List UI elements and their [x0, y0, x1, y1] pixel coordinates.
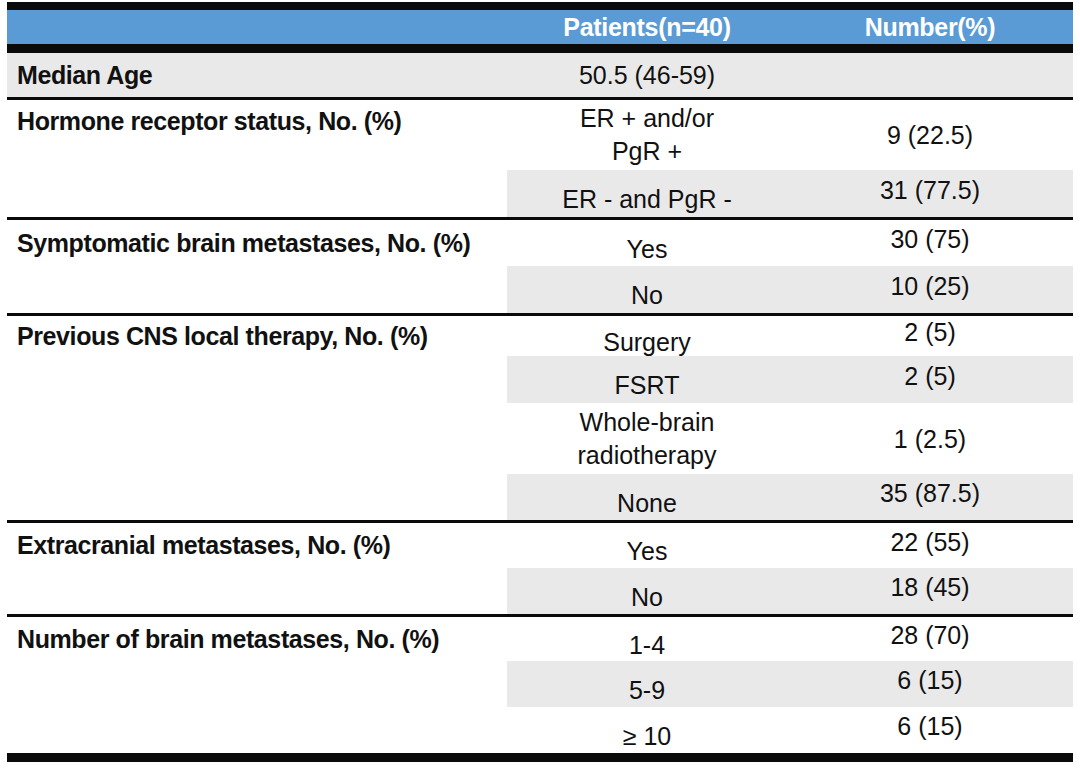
table-row: Number of brain metastases, No. (%) 1-4 …: [7, 617, 1073, 661]
row-group-label: Median Age: [7, 53, 507, 97]
table-row: Median Age 50.5 (46-59): [7, 53, 1073, 97]
number-cell: [787, 53, 1073, 97]
section-hormone-receptor-status: Hormone receptor status, No. (%) ER + an…: [7, 97, 1073, 217]
section-previous-cns-local-therapy: Previous CNS local therapy, No. (%) Surg…: [7, 313, 1073, 520]
header-patients-label: Patients(n=40): [563, 11, 730, 44]
patient-characteristics-table: Patients(n=40) Number(%) Median Age 50.5…: [7, 2, 1073, 762]
patients-cell: Whole-brain radiotherapy: [507, 403, 787, 474]
number-cell: 2 (5): [787, 356, 1073, 403]
table-header-row: Patients(n=40) Number(%): [7, 10, 1073, 50]
patients-cell: 5-9: [507, 661, 787, 707]
table-row: ER - and PgR - 31 (77.5): [7, 170, 1073, 217]
table-row: ≥ 10 6 (15): [7, 707, 1073, 753]
header-number-label: Number(%): [865, 12, 996, 42]
patients-cell: Yes: [507, 220, 787, 266]
patients-cell: ER + and/or PgR +: [507, 100, 787, 170]
number-cell: 22 (55): [787, 523, 1073, 568]
spacer-cell: [7, 707, 507, 753]
patients-cell: 50.5 (46-59): [507, 53, 787, 97]
patients-cell: 1-4: [507, 617, 787, 661]
table-row: Whole-brain radiotherapy 1 (2.5): [7, 403, 1073, 474]
section-number-of-brain-metastases: Number of brain metastases, No. (%) 1-4 …: [7, 614, 1073, 753]
table-row: Extracranial metastases, No. (%) Yes 22 …: [7, 523, 1073, 568]
number-cell: 28 (70): [787, 617, 1073, 661]
patients-cell: No: [507, 266, 787, 313]
patients-cell: ER - and PgR -: [507, 170, 787, 217]
spacer-cell: [7, 568, 507, 614]
table-row: FSRT 2 (5): [7, 356, 1073, 403]
row-group-label: Hormone receptor status, No. (%): [7, 100, 507, 170]
row-group-label: Previous CNS local therapy, No. (%): [7, 316, 507, 356]
section-extracranial-metastases: Extracranial metastases, No. (%) Yes 22 …: [7, 520, 1073, 614]
spacer-cell: [7, 266, 507, 313]
number-cell: 35 (87.5): [787, 474, 1073, 520]
spacer-cell: [7, 356, 507, 403]
spacer-cell: [7, 661, 507, 707]
number-cell: 2 (5): [787, 316, 1073, 356]
row-group-label: Symptomatic brain metastases, No. (%): [7, 220, 507, 266]
header-empty-cell: [7, 10, 507, 44]
row-group-label: Number of brain metastases, No. (%): [7, 617, 507, 661]
number-cell: 6 (15): [787, 707, 1073, 753]
patients-cell: No: [507, 568, 787, 614]
table-bottom-border: [7, 753, 1073, 762]
number-cell: 10 (25): [787, 266, 1073, 313]
header-number: Number(%): [787, 10, 1073, 44]
patients-cell: ≥ 10: [507, 707, 787, 753]
number-cell: 18 (45): [787, 568, 1073, 614]
number-cell: 30 (75): [787, 220, 1073, 266]
table-row: Hormone receptor status, No. (%) ER + an…: [7, 100, 1073, 170]
table-row: None 35 (87.5): [7, 474, 1073, 520]
number-cell: 6 (15): [787, 661, 1073, 707]
spacer-cell: [7, 403, 507, 474]
number-cell: 9 (22.5): [787, 100, 1073, 170]
patients-cell: Surgery: [507, 316, 787, 356]
patients-cell: Yes: [507, 523, 787, 568]
table-row: 5-9 6 (15): [7, 661, 1073, 707]
table-row: Symptomatic brain metastases, No. (%) Ye…: [7, 220, 1073, 266]
patients-cell: None: [507, 474, 787, 520]
section-median-age: Median Age 50.5 (46-59): [7, 50, 1073, 97]
patients-cell: FSRT: [507, 356, 787, 403]
number-cell: 1 (2.5): [787, 403, 1073, 474]
spacer-cell: [7, 170, 507, 217]
table-row: No 10 (25): [7, 266, 1073, 313]
table-row: Previous CNS local therapy, No. (%) Surg…: [7, 316, 1073, 356]
table-top-border: [7, 2, 1073, 10]
section-symptomatic-brain-metastases: Symptomatic brain metastases, No. (%) Ye…: [7, 217, 1073, 313]
header-patients: Patients(n=40): [507, 10, 787, 44]
row-group-label: Extracranial metastases, No. (%): [7, 523, 507, 568]
table-row: No 18 (45): [7, 568, 1073, 614]
spacer-cell: [7, 474, 507, 520]
number-cell: 31 (77.5): [787, 170, 1073, 217]
